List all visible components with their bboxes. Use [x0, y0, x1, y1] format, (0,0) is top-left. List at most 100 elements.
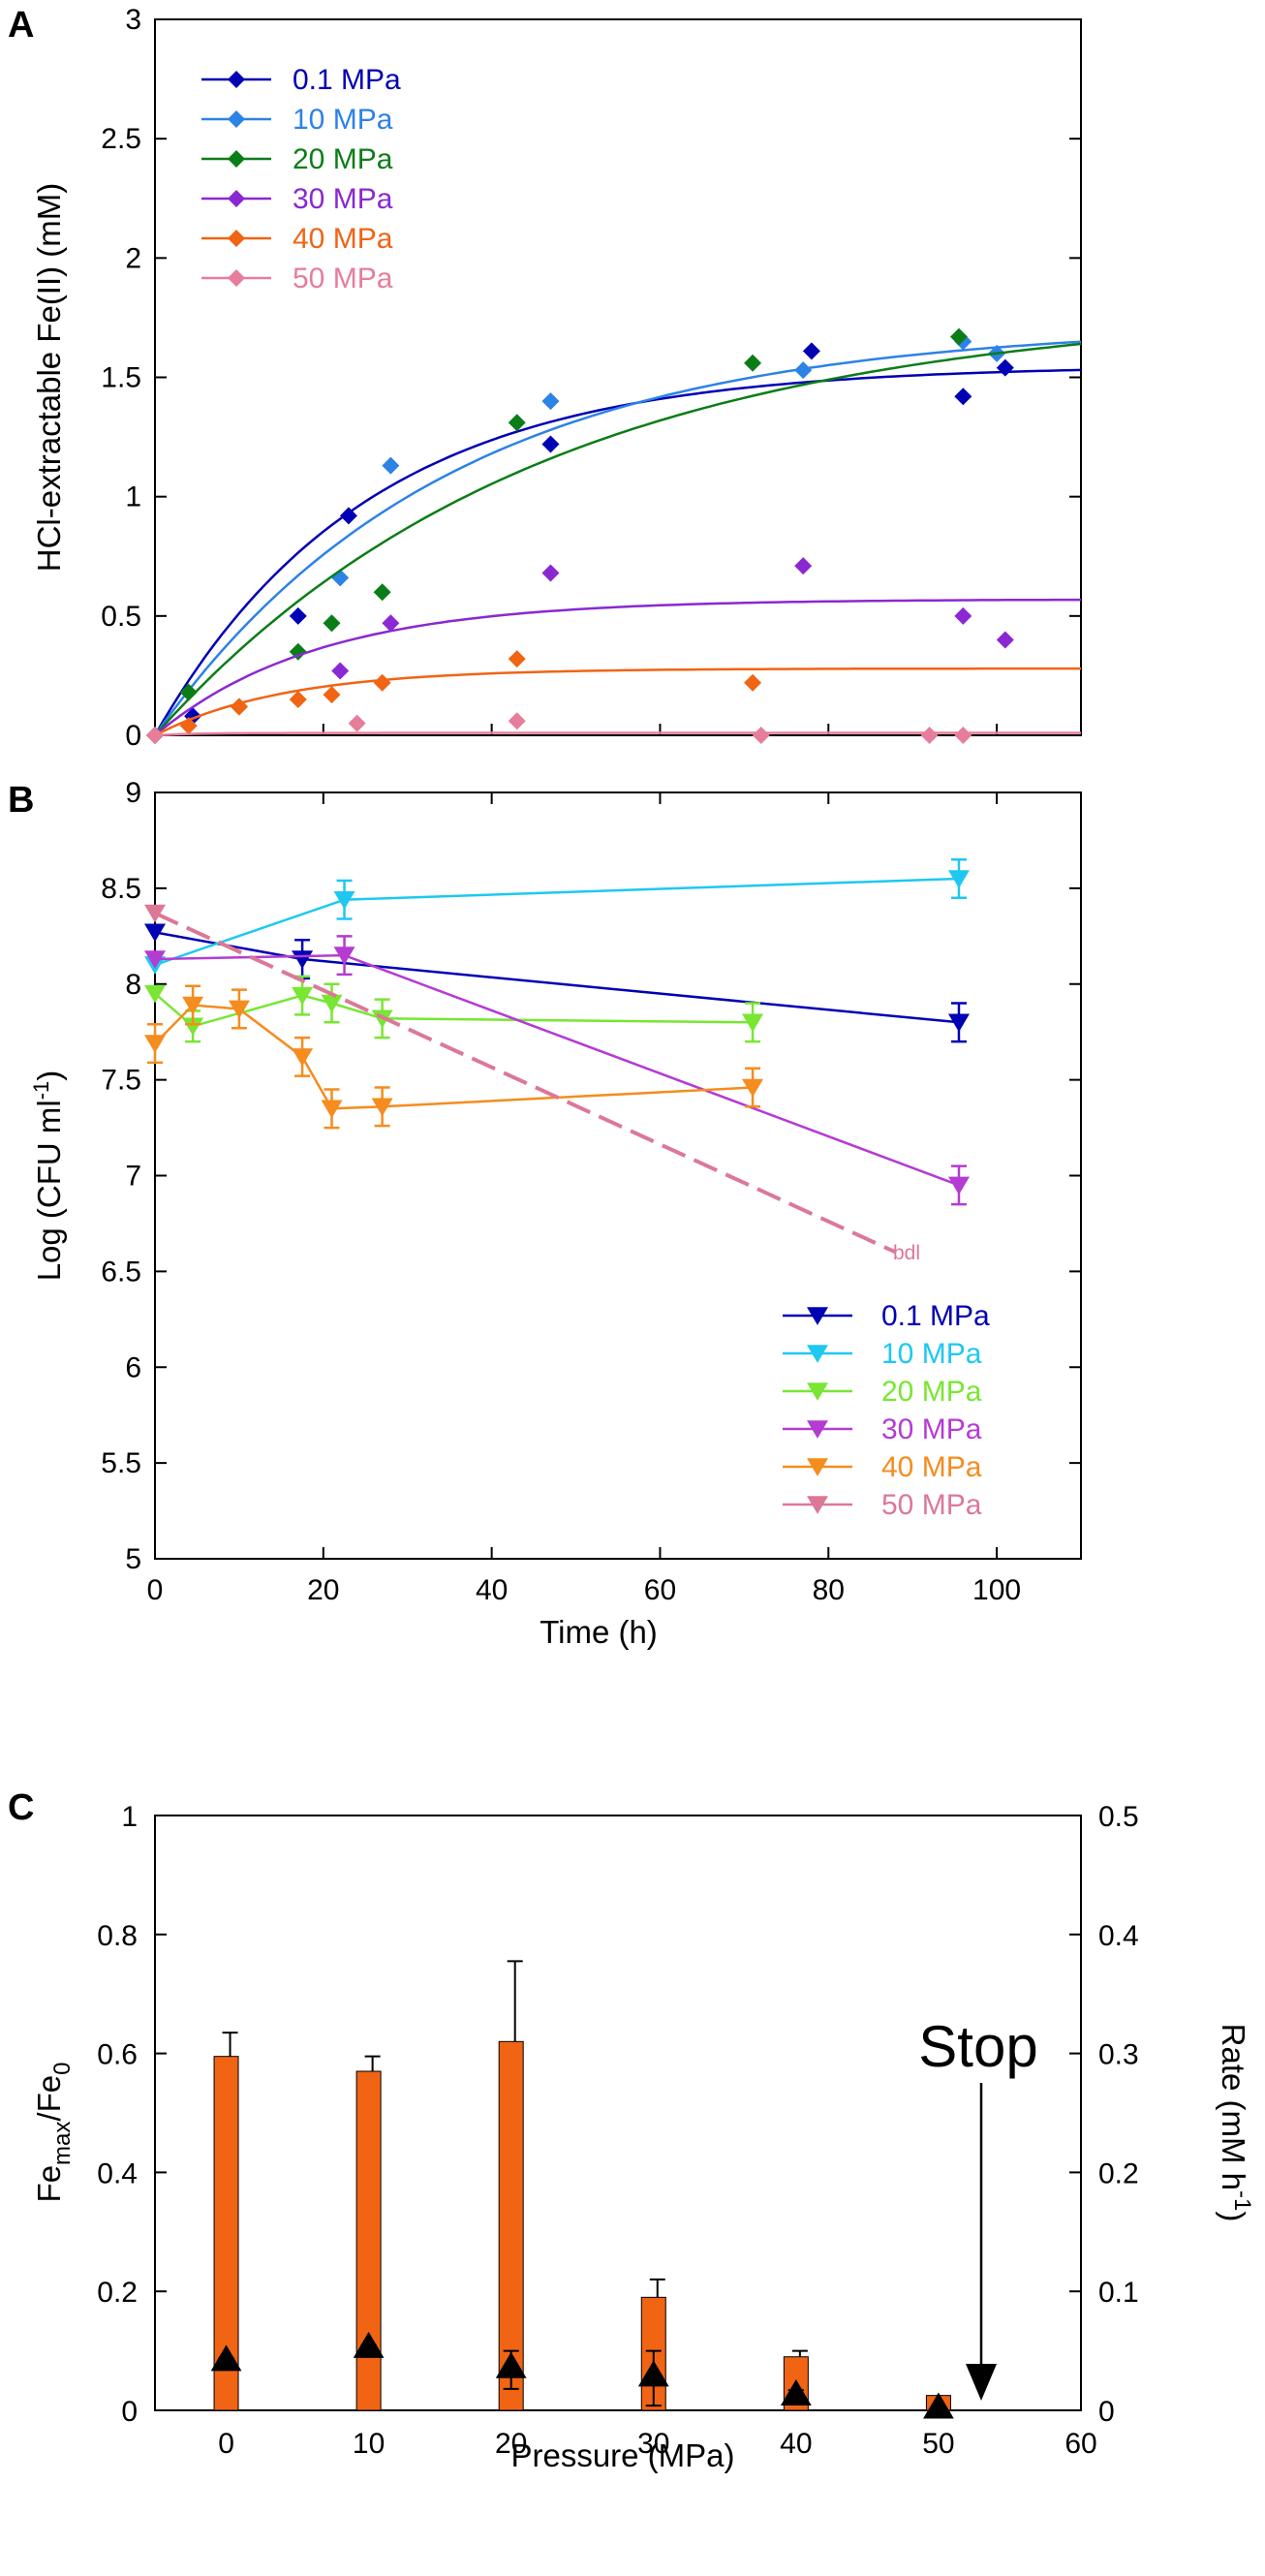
- panel-b-legend-label: 50 MPa: [881, 1489, 982, 1521]
- panel-a-data-point: [802, 342, 820, 360]
- panel-c-ytick-right-label: 0: [1098, 2396, 1115, 2428]
- panel-b-legend-marker: [807, 1420, 828, 1439]
- panel-c-stop-label: Stop: [918, 2014, 1037, 2079]
- panel-a-data-point: [920, 727, 939, 744]
- panel-a-ytick-label: 1.5: [101, 362, 141, 394]
- panel-b-data-point: [144, 923, 166, 943]
- panel-b-ytick-label: 7: [125, 1161, 141, 1193]
- panel-c-rate-point: [210, 2344, 242, 2372]
- panel-a-data-point: [794, 557, 813, 575]
- panel-c-stop-arrow-head: [966, 2364, 997, 2401]
- panel-c-xtick-label: 20: [495, 2428, 527, 2460]
- panel-a-chart: A 0 0.5 1 1.5 2 2.5 3 HCl-extractable Fe(II) (mM…: [8, 4, 1082, 752]
- panel-a-data-point: [373, 583, 391, 602]
- panel-a-legend-marker: [228, 269, 245, 287]
- panel-b-bdl-label: bdl: [893, 1242, 920, 1264]
- panel-c-rate-point: [780, 2379, 812, 2405]
- panel-b-ylabel-sup: -1: [29, 1081, 53, 1101]
- panel-b-xtick-label: 40: [476, 1574, 508, 1606]
- panel-b-legend-marker: [807, 1458, 828, 1476]
- panel-b-legend-label: 40 MPa: [881, 1451, 982, 1483]
- panel-a-data-point: [954, 727, 972, 744]
- panel-c-frame: [154, 1815, 1082, 2411]
- panel-a-data-point: [289, 606, 307, 625]
- panel-b-ylabel-close: ): [31, 1071, 67, 1081]
- panel-a-fit-line-3: [154, 598, 1081, 736]
- panel-b-legend-label: 30 MPa: [881, 1413, 982, 1445]
- panel-b-legend-marker: [807, 1382, 828, 1401]
- panel-b-ylabel: Log (CFU ml-1): [29, 1071, 67, 1282]
- panel-c-bar: [213, 2056, 239, 2411]
- panel-b-legend-label: 0.1 MPa: [881, 1300, 990, 1332]
- panel-a-legend-label: 50 MPa: [293, 263, 393, 295]
- panel-b-legend-marker: [807, 1496, 828, 1514]
- panel-b-ytick-label: 5: [125, 1543, 141, 1575]
- panel-b-legend-label: 10 MPa: [881, 1338, 982, 1370]
- panel-b-data-point: [144, 984, 166, 1004]
- panel-c-ytick-right-label: 0.3: [1098, 2039, 1139, 2071]
- panel-a-data-point: [373, 673, 391, 692]
- panel-c-bar: [355, 2070, 382, 2411]
- panel-c-ylabel-right-main: Rate (mM h: [1216, 2024, 1251, 2190]
- panel-b-ytick-label: 6: [125, 1351, 141, 1383]
- panel-b-data-point: [947, 870, 970, 888]
- panel-b-ytick-label: 8.5: [101, 873, 141, 905]
- panel-a-data-point: [323, 686, 341, 704]
- panel-c-ylabel-left-sub1: max: [49, 2122, 76, 2165]
- panel-a-ytick-label: 3: [125, 4, 141, 36]
- panel-b-data-point: [292, 1048, 314, 1067]
- panel-a-fit-line-1: [153, 340, 1082, 736]
- panel-c-ytick-left-label: 0.4: [97, 2157, 138, 2189]
- panel-b-xtick-label: 20: [307, 1574, 339, 1606]
- panel-c-ytick-left-label: 0: [121, 2396, 138, 2428]
- panel-c-xtick-label: 0: [218, 2428, 234, 2460]
- panel-c-ytick-left-label: 0.8: [97, 1920, 138, 1952]
- panel-a-data-point: [146, 727, 164, 744]
- panel-a-ytick-label: 1: [125, 481, 141, 513]
- panel-a-data-point: [339, 507, 357, 525]
- panel-b-ytick-label: 5.5: [101, 1447, 141, 1479]
- panel-c-ytick-right-label: 0.2: [1098, 2157, 1139, 2189]
- panel-c-ylabel-right-close: ): [1216, 2211, 1251, 2221]
- panel-c-rate-point: [923, 2392, 954, 2419]
- panel-b-legend-marker: [807, 1345, 828, 1363]
- panel-a-fit-line-0: [153, 368, 1082, 736]
- panel-a-ytick-label: 2.5: [101, 123, 141, 155]
- panel-c-letter: C: [8, 1787, 34, 1828]
- panel-a-data-point: [541, 435, 560, 453]
- panel-c-ylabel-right-sup: -1: [1229, 2190, 1255, 2211]
- panel-b-ylabel-main: Log (CFU ml: [31, 1100, 67, 1281]
- panel-c-xtick-label: 40: [780, 2428, 812, 2460]
- panel-a-legend-marker: [228, 190, 245, 207]
- panel-a-data-point: [179, 683, 198, 701]
- panel-a-data-point: [323, 614, 341, 633]
- panel-b-ytick-label: 6.5: [101, 1256, 141, 1288]
- panel-b-series-line-3: [154, 953, 960, 1187]
- panel-a-legend-marker: [228, 230, 245, 247]
- panel-b-data-point: [292, 986, 314, 1006]
- panel-b-data-point: [321, 994, 343, 1013]
- panel-b-xtick-label: 100: [972, 1574, 1021, 1606]
- panel-c-ylabel-right: Rate (mM h-1): [1216, 2024, 1255, 2222]
- panel-b-data-point: [228, 1000, 250, 1019]
- panel-b-data-point: [144, 904, 166, 923]
- panel-c-xtick-label: 50: [922, 2428, 954, 2460]
- panel-c-xtick-label: 60: [1064, 2428, 1096, 2460]
- panel-b-series-line-0: [154, 931, 960, 1024]
- panel-b-data-point: [947, 1176, 970, 1195]
- panel-a-data-point: [331, 662, 350, 680]
- panel-b-data-point: [144, 950, 166, 969]
- panel-a-legend-label: 20 MPa: [293, 143, 393, 175]
- panel-b-xtick-label: 0: [147, 1574, 164, 1606]
- panel-a-data-point: [744, 354, 762, 372]
- panel-a-ytick-label: 2: [125, 242, 141, 274]
- panel-a-data-point: [996, 631, 1014, 649]
- panel-a-legend-label: 0.1 MPa: [293, 64, 401, 96]
- panel-b-series-line-2: [154, 992, 754, 1028]
- panel-a-legend-label: 40 MPa: [293, 223, 393, 255]
- panel-a-data-point: [954, 388, 972, 406]
- panel-b-data-point: [947, 1013, 970, 1033]
- panel-b-chart: B 5 5.5 6 6.5 7 7.5 8 8.5 9 0 20 40 60 80 100 Time (h) Lo…: [8, 777, 1082, 1650]
- panel-b-data-point: [742, 1078, 764, 1098]
